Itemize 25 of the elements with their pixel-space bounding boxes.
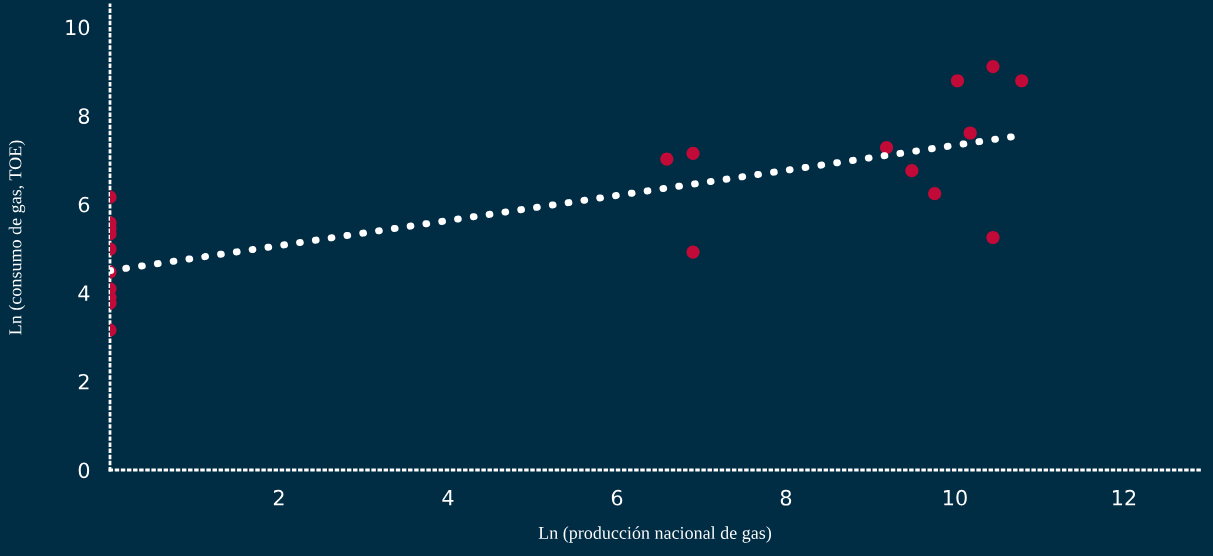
point <box>1015 74 1029 88</box>
x-tick-label: 8 <box>780 489 792 506</box>
point <box>686 245 700 259</box>
point <box>686 146 700 160</box>
point <box>986 59 1000 74</box>
x-tick-label: 4 <box>442 490 454 506</box>
point <box>905 164 919 178</box>
x-tick-label: 2 <box>273 489 284 506</box>
x-tick-label: 6 <box>611 489 623 506</box>
y-tick-label: 10 <box>66 19 90 36</box>
y-tick-label: 0 <box>78 462 90 479</box>
point <box>963 126 977 140</box>
point <box>879 141 894 155</box>
point <box>950 74 965 88</box>
y-tick-label: 6 <box>78 196 90 213</box>
y-tick-label: 2 <box>78 373 89 390</box>
y-tick-label: 8 <box>78 108 90 124</box>
y-axis-title: Ln (consumo de gas, TOE) <box>8 140 26 335</box>
point <box>928 187 942 201</box>
x-axis-title: Ln (producción nacional de gas) <box>538 526 772 543</box>
x-tick-label: 12 <box>1112 489 1136 506</box>
point <box>660 152 674 166</box>
x-tick-label: 10 <box>943 489 967 506</box>
y-tick-label: 4 <box>78 285 90 301</box>
point <box>986 230 1000 245</box>
